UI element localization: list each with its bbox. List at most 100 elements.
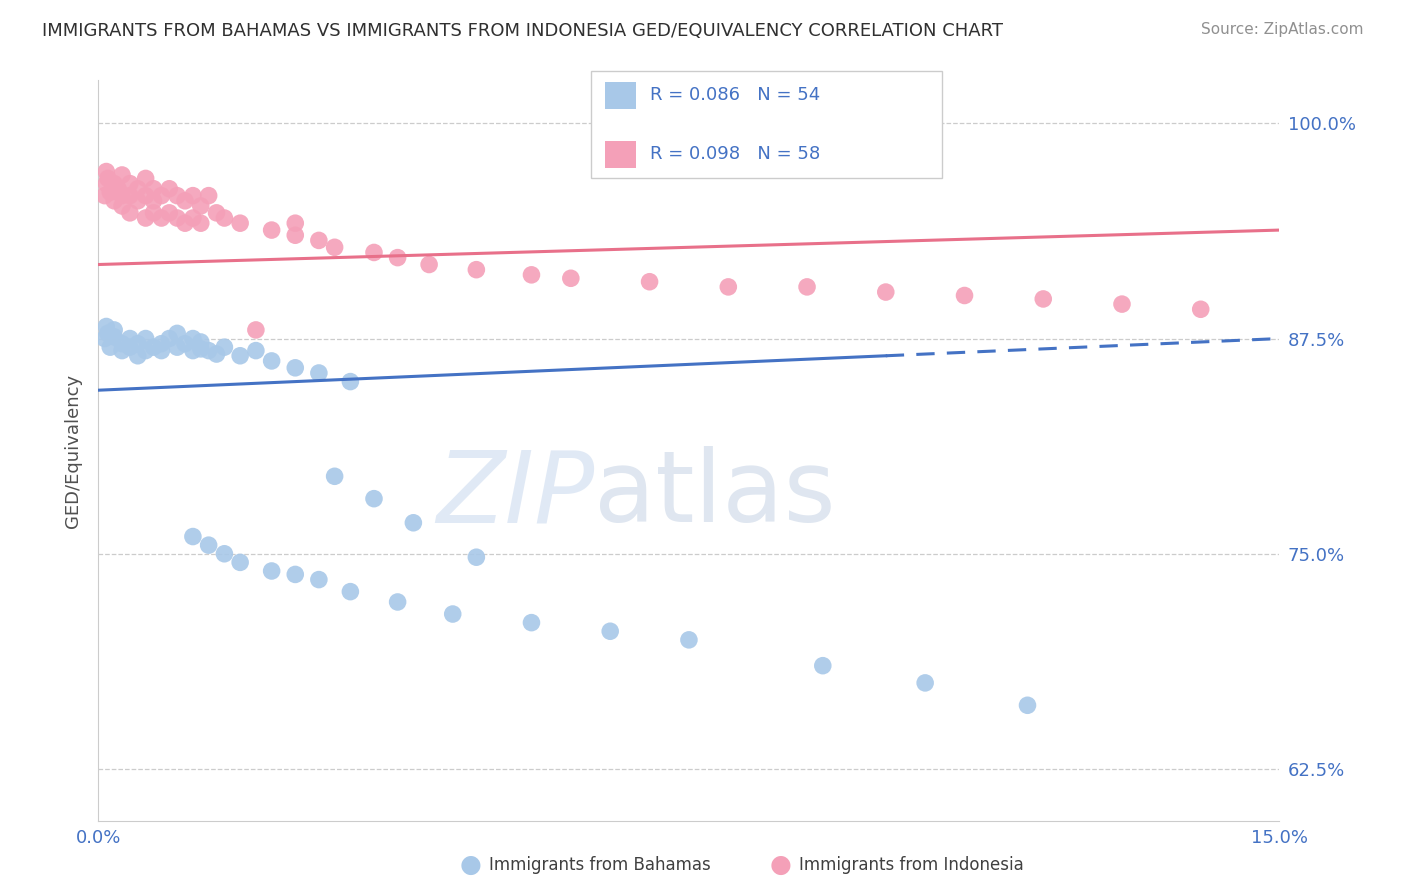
Point <box>118 206 141 220</box>
Point <box>118 188 141 202</box>
Point <box>142 206 165 220</box>
Point <box>135 188 157 202</box>
Point <box>111 336 134 351</box>
Point <box>284 360 307 375</box>
Point <box>118 177 141 191</box>
Point <box>205 206 228 220</box>
Point <box>520 615 543 630</box>
Point <box>103 330 125 344</box>
Point <box>127 182 149 196</box>
Point <box>150 188 173 202</box>
Point <box>181 343 204 358</box>
Point <box>96 319 118 334</box>
Text: ●: ● <box>460 854 482 877</box>
Y-axis label: GED/Equivalency: GED/Equivalency <box>65 374 83 527</box>
Point <box>520 268 543 282</box>
Point <box>166 326 188 341</box>
Point <box>142 182 165 196</box>
Point <box>245 323 267 337</box>
Point <box>107 182 129 196</box>
Point <box>229 349 252 363</box>
Point <box>229 555 252 569</box>
Point <box>135 171 157 186</box>
Point <box>260 354 283 368</box>
Point <box>323 469 346 483</box>
Point <box>953 288 976 302</box>
Point <box>284 228 307 243</box>
Text: IMMIGRANTS FROM BAHAMAS VS IMMIGRANTS FROM INDONESIA GED/EQUIVALENCY CORRELATION: IMMIGRANTS FROM BAHAMAS VS IMMIGRANTS FR… <box>42 22 1002 40</box>
Point <box>103 323 125 337</box>
Point <box>111 188 134 202</box>
Point <box>229 216 252 230</box>
Point <box>214 547 236 561</box>
Point <box>308 366 330 380</box>
Point <box>1017 698 1039 713</box>
Point <box>465 550 488 565</box>
Point <box>127 194 149 208</box>
Point <box>142 194 165 208</box>
Point <box>135 211 157 225</box>
Point <box>197 343 219 358</box>
Point <box>98 340 121 354</box>
Point <box>260 223 283 237</box>
Point <box>166 211 188 225</box>
Point <box>150 343 173 358</box>
Point <box>150 211 173 225</box>
Point <box>308 573 330 587</box>
Point <box>111 168 134 182</box>
Point <box>190 216 212 230</box>
Point <box>284 216 307 230</box>
Point <box>402 516 425 530</box>
Point <box>135 343 157 358</box>
Point <box>157 206 180 220</box>
Point <box>98 185 121 199</box>
Point <box>339 375 361 389</box>
Point <box>387 251 409 265</box>
Point <box>181 332 204 346</box>
Point <box>245 343 267 358</box>
Point <box>796 280 818 294</box>
Point <box>260 564 283 578</box>
Point <box>197 188 219 202</box>
Point <box>363 245 385 260</box>
Point <box>93 188 115 202</box>
Point <box>205 347 228 361</box>
Point <box>214 211 236 225</box>
Point <box>811 658 834 673</box>
Point <box>441 607 464 621</box>
Point <box>363 491 385 506</box>
Point <box>181 211 204 225</box>
Text: ZIP: ZIP <box>436 446 595 543</box>
Text: ●: ● <box>769 854 792 877</box>
Point <box>1111 297 1133 311</box>
Point <box>181 188 204 202</box>
Point <box>103 177 125 191</box>
Point <box>197 538 219 552</box>
Point <box>190 342 212 356</box>
Point <box>157 332 180 346</box>
Point <box>127 336 149 351</box>
Point <box>174 336 197 351</box>
Point <box>103 194 125 208</box>
Point <box>174 194 197 208</box>
Point <box>1189 302 1212 317</box>
Point <box>127 349 149 363</box>
Point <box>717 280 740 294</box>
Point <box>465 262 488 277</box>
Point <box>638 275 661 289</box>
Point <box>166 340 188 354</box>
Point <box>418 258 440 272</box>
Text: Immigrants from Indonesia: Immigrants from Indonesia <box>799 856 1024 874</box>
Point <box>96 177 118 191</box>
Text: R = 0.086   N = 54: R = 0.086 N = 54 <box>650 87 820 104</box>
Point <box>111 199 134 213</box>
Point <box>308 234 330 248</box>
Point <box>560 271 582 285</box>
Point <box>142 340 165 354</box>
Point <box>135 332 157 346</box>
Point <box>181 530 204 544</box>
Point <box>111 343 134 358</box>
Point <box>174 216 197 230</box>
Point <box>96 164 118 178</box>
Point <box>166 188 188 202</box>
